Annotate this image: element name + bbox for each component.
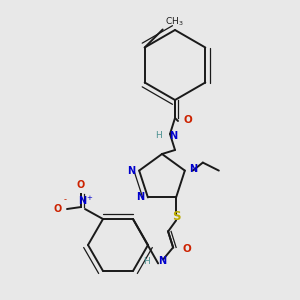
- Text: H: H: [143, 257, 150, 266]
- Text: N: N: [158, 256, 166, 266]
- Text: O: O: [54, 204, 62, 214]
- Text: N: N: [189, 164, 197, 174]
- Text: CH$_3$: CH$_3$: [165, 16, 183, 28]
- Text: N: N: [127, 166, 135, 176]
- Text: O: O: [77, 180, 85, 190]
- Text: O: O: [183, 115, 192, 125]
- Text: N: N: [136, 192, 144, 203]
- Text: N: N: [78, 196, 86, 206]
- Text: S: S: [172, 210, 180, 223]
- Text: H: H: [155, 131, 162, 140]
- Text: N: N: [169, 131, 177, 141]
- Text: +: +: [86, 195, 92, 201]
- Text: -: -: [64, 195, 67, 204]
- Text: O: O: [182, 244, 191, 254]
